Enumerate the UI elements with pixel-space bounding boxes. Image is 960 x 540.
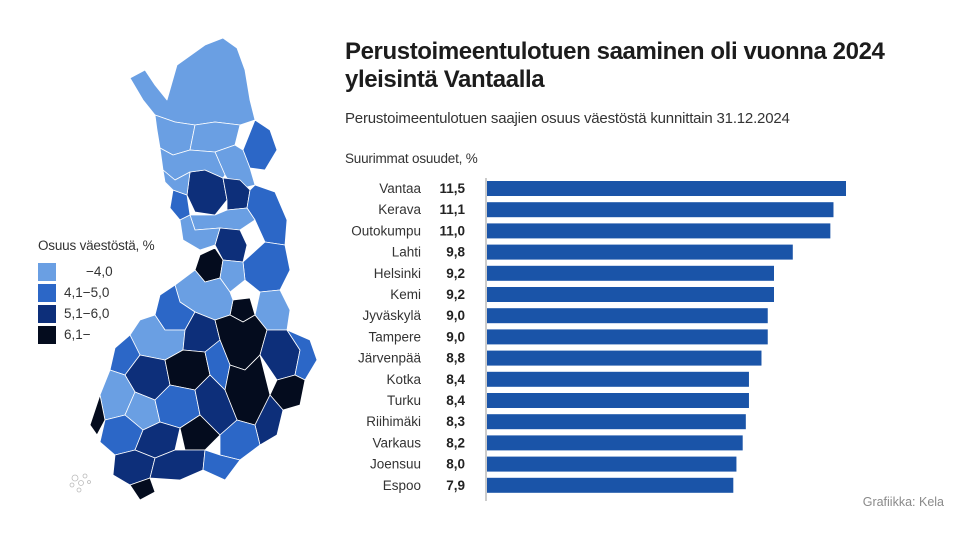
map-region (242, 241, 291, 293)
credit: Grafiikka: Kela (862, 495, 944, 509)
title-line-1: Perustoimeentulotuen saaminen oli vuonna… (345, 38, 885, 65)
value-label: 9,8 (446, 245, 465, 260)
category-label: Helsinki (374, 266, 421, 281)
value-label: 8,4 (446, 393, 465, 408)
aland-island (71, 474, 79, 482)
bar-turku (487, 393, 749, 408)
category-label: Kerava (378, 202, 421, 217)
map-legend: Osuus väestöstä, % −4,0 4,1−5,0 5,1−6,0 … (38, 238, 155, 345)
category-label: Kemi (390, 287, 421, 302)
legend-item: 4,1−5,0 (38, 282, 154, 303)
legend-label: 5,1−6,0 (64, 306, 110, 321)
category-label: Kotka (386, 372, 421, 387)
bar-järvenpää (487, 350, 762, 366)
category-label: Joensuu (370, 457, 421, 472)
category-label: Tampere (368, 329, 421, 344)
category-label: Lahti (392, 245, 421, 260)
value-label: 11,0 (439, 223, 465, 238)
bar-kemi (487, 287, 774, 302)
legend-item: 6,1− (38, 324, 154, 345)
value-label: 8,0 (446, 457, 465, 472)
bar-kotka (487, 371, 749, 387)
bar-lahti (487, 244, 793, 260)
category-label: Järvenpää (358, 351, 422, 366)
map-region (202, 449, 241, 481)
aland-island (82, 473, 88, 479)
legend-item: 5,1−6,0 (38, 303, 154, 324)
value-label: 9,2 (446, 287, 465, 302)
map-region (129, 477, 156, 501)
legend-swatch (38, 325, 56, 344)
legend-label: 6,1− (64, 327, 91, 342)
aland-island (76, 487, 82, 493)
map-region (89, 394, 106, 436)
subtitle: Perustoimeentulotuen saajien osuus väest… (345, 110, 790, 127)
chart-title: Suurimmat osuudet, % (345, 151, 478, 166)
bar-outokumpu (487, 223, 831, 239)
map-region (219, 259, 246, 293)
bar-espoo (487, 477, 734, 493)
legend-label: 4,1−5,0 (64, 285, 110, 300)
value-label: 7,9 (446, 478, 465, 493)
legend-swatch (38, 283, 56, 302)
bar-joensuu (487, 456, 737, 472)
category-label: Varkaus (372, 435, 421, 450)
map-region (179, 214, 221, 251)
value-label: 8,3 (446, 414, 465, 429)
category-label: Jyväskylä (362, 308, 421, 323)
category-label: Outokumpu (351, 223, 421, 238)
page-title: Perustoimeentulotuen saaminen oli vuonna… (345, 38, 945, 94)
value-label: 9,2 (446, 266, 465, 281)
value-label: 8,2 (446, 435, 465, 450)
title-line-2: yleisintä Vantaalla (345, 66, 545, 93)
bar-helsinki (487, 265, 774, 281)
aland-island (78, 480, 84, 486)
aland-island (87, 480, 91, 484)
map-region (179, 414, 221, 451)
aland-island (69, 482, 75, 488)
bar-varkaus (487, 435, 743, 451)
legend-label: −4,0 (86, 264, 113, 279)
bar-tampere (487, 329, 768, 345)
value-label: 8,8 (446, 351, 465, 366)
category-label: Espoo (383, 478, 421, 493)
value-label: 8,4 (446, 372, 465, 387)
category-label: Vantaa (379, 181, 421, 196)
value-label: 11,5 (439, 181, 465, 196)
map-region (162, 169, 191, 196)
category-label: Turku (387, 393, 421, 408)
bar-kerava (487, 202, 834, 218)
value-label: 9,0 (446, 308, 465, 323)
finland-choropleth-map (69, 37, 318, 501)
bar-jyväskylä (487, 308, 768, 324)
legend-item: −4,0 (38, 261, 154, 282)
value-label: 9,0 (446, 329, 465, 344)
legend-swatch (38, 262, 56, 281)
bar-vantaa (487, 181, 846, 196)
value-label: 11,1 (439, 202, 465, 217)
category-label: Riihimäki (366, 414, 421, 429)
legend-swatch (38, 304, 56, 323)
bar-riihimäki (487, 414, 746, 430)
legend-title: Osuus väestöstä, % (38, 238, 155, 253)
